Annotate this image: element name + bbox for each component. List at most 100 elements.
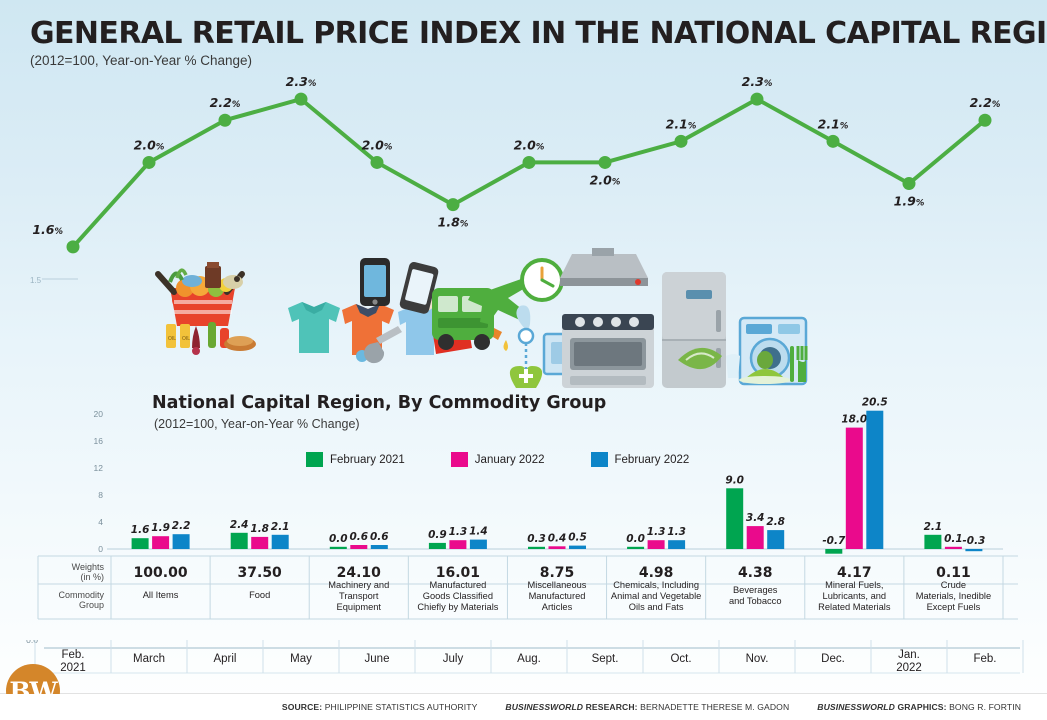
month-label: June [365, 653, 390, 665]
line-point [66, 240, 80, 254]
bar-value-label: 2.1 [271, 521, 290, 533]
bar [428, 542, 446, 549]
bar-value-label: 1.9 [151, 522, 170, 534]
legend-label-feb-2022: February 2022 [614, 453, 690, 466]
bar-y-tick: 8 [98, 490, 103, 500]
bar [548, 546, 566, 549]
bar [627, 546, 645, 549]
line-point [522, 155, 536, 169]
credit-graphics-brand: BUSINESSWORLD [817, 702, 895, 712]
month-label: Jan. [898, 649, 920, 661]
month-label: Oct. [670, 653, 691, 665]
line-point [902, 177, 916, 191]
airplane-icon [468, 278, 532, 324]
line-point [750, 92, 764, 106]
illustration-svg: OIL OIL [155, 248, 808, 388]
weight-value: 0.11 [936, 565, 971, 581]
bar-value-label: 1.8 [250, 523, 269, 535]
month-label: March [133, 653, 165, 665]
bar-value-label: 2.2 [172, 520, 191, 532]
svg-text:OIL: OIL [182, 336, 190, 342]
line-point [218, 113, 232, 127]
page-title: GENERAL RETAIL PRICE INDEX IN THE NATION… [30, 16, 1047, 51]
bar-chart-panel: National Capital Region, By Commodity Gr… [18, 388, 1028, 620]
bar-value-label: 0.6 [349, 531, 368, 543]
commodity-group-name: Crude [941, 580, 966, 590]
commodity-group-name: Transport [339, 591, 379, 601]
line-point-label: 2.1% [818, 116, 849, 131]
commodity-group-name: Miscellaneous [528, 580, 587, 590]
bar-value-label: 9.0 [725, 474, 744, 486]
weight-value: 4.17 [837, 565, 872, 581]
weight-value: 8.75 [540, 565, 575, 581]
bar [329, 546, 347, 549]
commodity-group-name: Manufactured [429, 580, 486, 590]
month-label-year: 2022 [896, 662, 922, 674]
bar [449, 540, 467, 549]
footer: SOURCE: PHILIPPINE STATISTICS AUTHORITY … [0, 694, 1047, 720]
bar [924, 534, 942, 549]
credit-source-label: SOURCE: [281, 702, 323, 712]
credit-research-brand: BUSINESSWORLD [505, 702, 584, 712]
bar-chart-title: National Capital Region, By Commodity Gr… [152, 393, 607, 413]
bar-value-label: 0.0 [329, 533, 348, 545]
commodity-row-label: Commodity [58, 590, 104, 600]
footer-divider [0, 693, 1047, 694]
mobile-phones-icon [360, 258, 439, 314]
legend-label-feb-2021: February 2021 [330, 453, 405, 466]
weight-value: 4.98 [639, 565, 674, 581]
bar-y-tick: 0 [98, 544, 103, 554]
line-chart-svg: 1.6% 2.0% 2.2% 2.3% 2.0% 1.8% 2.0% 2.0% 2.1% 2.3%… [30, 74, 1001, 285]
month-label: Sept. [592, 653, 619, 665]
line-point [370, 155, 384, 169]
credit-graphics: BUSINESSWORLD GRAPHICS: BONG R. FORTIN [817, 702, 1021, 712]
line-point-label: 1.9% [894, 194, 925, 209]
bar-value-label: 18.0 [841, 414, 867, 426]
line-point [294, 92, 308, 106]
line-point-label: 2.3% [742, 74, 773, 89]
commodity-group-name: Articles [542, 602, 573, 612]
commodity-group-name: Food [249, 590, 270, 600]
bar [230, 532, 248, 549]
bar [370, 545, 388, 549]
commodity-group-name: Lubricants, and [823, 591, 887, 601]
line-point [826, 134, 840, 148]
commodity-group-name: Chemicals, Including [613, 580, 699, 590]
bar-value-label: 2.4 [230, 519, 249, 531]
commodity-group-name: Equipment [337, 602, 382, 612]
bar [469, 539, 487, 549]
bar [668, 540, 686, 549]
legend-swatch-feb-2021 [306, 452, 323, 467]
bar [172, 534, 190, 549]
bar-value-label: 0.5 [568, 532, 587, 544]
bar [350, 545, 368, 549]
range-hood-icon [560, 248, 648, 286]
bar-value-label: 1.4 [469, 526, 488, 538]
bar [528, 546, 545, 549]
bar [944, 546, 962, 549]
bar-value-label: -0.3 [962, 535, 985, 547]
bar-y-tick: 4 [98, 517, 103, 527]
commodity-group-name: Oils and Fats [629, 602, 684, 612]
line-point [142, 155, 156, 169]
food-plate-icon [678, 346, 808, 384]
bar [131, 538, 149, 549]
month-label: Feb. [61, 649, 84, 661]
bar-chart-subtitle: (2012=100, Year-on-Year % Change) [154, 417, 360, 431]
legend-swatch-feb-2022 [590, 452, 608, 467]
bar-value-label: 2.1 [924, 521, 943, 533]
commodity-group-name: Goods Classified [423, 591, 493, 601]
commodity-group-name: Machinery and [328, 580, 389, 590]
commodity-group-name: All Items [143, 590, 179, 600]
month-label-year: 2021 [60, 662, 86, 674]
weight-value: 100.00 [134, 565, 188, 581]
credit-graphics-value: BONG R. FORTIN [949, 702, 1021, 712]
line-point-label: 1.8% [438, 215, 469, 230]
weight-value: 24.10 [337, 565, 382, 581]
line-point-label: 2.0% [134, 137, 165, 152]
commodity-group-name: Mineral Fuels, [825, 580, 883, 590]
bar-value-label: 3.4 [746, 512, 765, 524]
bar [251, 536, 269, 549]
